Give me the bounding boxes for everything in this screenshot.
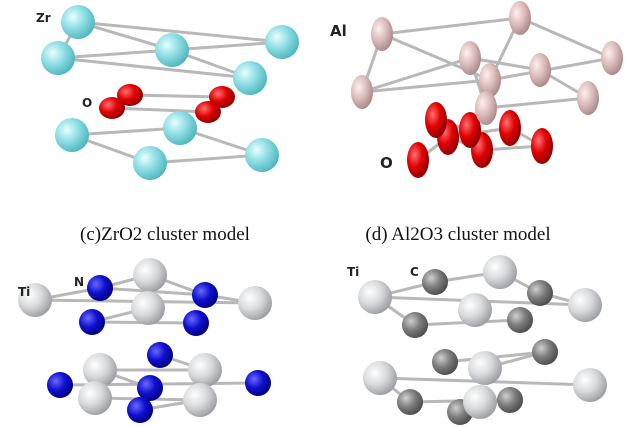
atom xyxy=(527,280,553,306)
atom xyxy=(459,41,481,75)
atom xyxy=(183,310,209,336)
atom xyxy=(192,282,218,308)
atom xyxy=(358,280,392,314)
atom xyxy=(402,312,428,338)
atom-label: Zr xyxy=(36,11,51,25)
atom xyxy=(497,387,523,413)
atom xyxy=(61,5,95,39)
atom xyxy=(577,81,599,115)
atom xyxy=(479,63,501,97)
bond xyxy=(382,18,520,34)
atom xyxy=(407,142,429,178)
atom xyxy=(195,101,221,123)
atom xyxy=(79,309,105,335)
atom xyxy=(531,128,553,164)
atom xyxy=(233,61,267,95)
atom xyxy=(127,397,153,423)
atom-label: O xyxy=(380,154,393,172)
atom-label: O xyxy=(82,96,92,110)
atom xyxy=(468,351,502,385)
bond xyxy=(58,50,172,58)
bond xyxy=(130,95,222,97)
atom xyxy=(422,269,448,295)
atom xyxy=(265,25,299,59)
atom xyxy=(245,138,279,172)
atom xyxy=(133,258,167,292)
bond xyxy=(520,18,612,58)
caption: (c)ZrO2 cluster model xyxy=(80,224,250,245)
atom xyxy=(99,97,125,119)
atom xyxy=(601,41,623,75)
atom xyxy=(41,41,75,75)
atom xyxy=(458,293,492,327)
atom-label: Ti xyxy=(18,285,30,299)
atom-label: Al xyxy=(330,22,347,40)
atom xyxy=(245,370,271,396)
atom xyxy=(188,353,222,387)
atom xyxy=(371,17,393,51)
atom xyxy=(475,91,497,125)
atom xyxy=(78,381,112,415)
atom xyxy=(163,111,197,145)
figure: Zr O Al O Ti N Ti C (c)ZrO2 cluster mode… xyxy=(0,0,628,427)
atom xyxy=(47,372,73,398)
atom xyxy=(568,288,602,322)
atom xyxy=(87,275,113,301)
atom-label: Ti xyxy=(347,265,359,279)
atom xyxy=(507,307,533,333)
atom xyxy=(363,361,397,395)
atom-label: N xyxy=(74,275,84,289)
atom xyxy=(238,286,272,320)
atom xyxy=(397,389,423,415)
atom xyxy=(155,33,189,67)
atom xyxy=(55,118,89,152)
atom xyxy=(133,146,167,180)
atom xyxy=(425,102,447,138)
caption: (d) Al2O3 cluster model xyxy=(365,224,550,245)
atom-label: C xyxy=(410,265,419,279)
atom xyxy=(573,368,607,402)
atom xyxy=(529,53,551,87)
atom xyxy=(183,383,217,417)
atom xyxy=(432,349,458,375)
atom xyxy=(532,339,558,365)
atom xyxy=(483,255,517,289)
molecular-models xyxy=(18,1,623,425)
atom xyxy=(351,75,373,109)
atom xyxy=(131,291,165,325)
atom xyxy=(499,110,521,146)
atom xyxy=(463,385,497,419)
bond xyxy=(486,98,588,108)
bond xyxy=(112,108,208,112)
atom xyxy=(509,1,531,35)
atom xyxy=(147,342,173,368)
